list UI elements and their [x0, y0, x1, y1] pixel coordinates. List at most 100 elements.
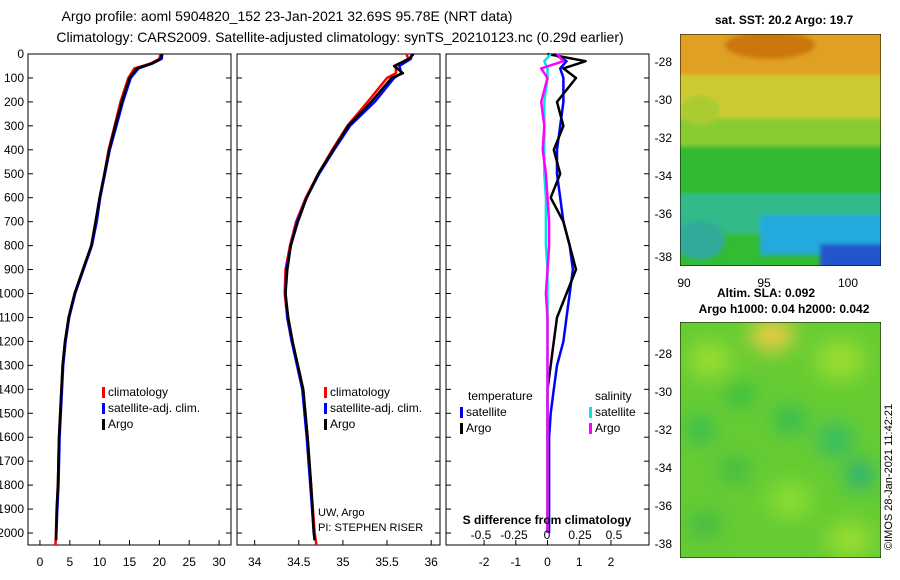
sla-blob-green-6 — [689, 510, 721, 540]
depth-label-1200: 1200 — [0, 334, 24, 348]
sal-xlabel-34.5: 34.5 — [287, 555, 311, 569]
sst-map — [680, 34, 881, 266]
imos-credit: ©IMOS 28-Jan-2021 11:42:21 — [883, 404, 895, 550]
diff-salinity-tick-4: 0.5 — [606, 528, 623, 542]
temp-legend-swatch-1 — [102, 403, 105, 414]
sal-legend-swatch-2 — [324, 419, 327, 430]
sla-blob-green-5 — [719, 455, 751, 485]
diff-xlabel--2: -2 — [479, 555, 490, 569]
sst-ylabel-30: -30 — [655, 93, 673, 107]
sla-ylabel-30: -30 — [655, 385, 673, 399]
temp-xlabel-20: 20 — [153, 555, 167, 569]
sal-legend-label-1: satellite-adj. clim. — [330, 401, 422, 415]
sal-xlabel-35.5: 35.5 — [375, 555, 399, 569]
sst-ylabel-32: -32 — [655, 131, 673, 145]
depth-label-1800: 1800 — [0, 478, 24, 492]
sst-xlabel-100: 100 — [838, 276, 858, 290]
depth-label-0: 0 — [17, 47, 24, 61]
sst-green-patch — [680, 95, 720, 125]
figure-title-line1: Argo profile: aoml 5904820_152 23-Jan-20… — [62, 8, 513, 24]
sla-blob-lime-1 — [688, 342, 732, 378]
sal-legend-label-0: climatology — [330, 385, 390, 399]
sst-ylabel-34: -34 — [655, 169, 673, 183]
depth-label-400: 400 — [4, 143, 24, 157]
temp-legend-label-2: Argo — [108, 417, 134, 431]
depth-label-300: 300 — [4, 119, 24, 133]
diff-xlabel--1: -1 — [510, 555, 521, 569]
diff-xlabel: S difference from climatology — [463, 513, 632, 527]
depth-label-1100: 1100 — [0, 310, 24, 324]
depth-label-1400: 1400 — [0, 382, 24, 396]
diff-legend-swatch-0 — [460, 407, 463, 418]
sla-blob-lime-4 — [828, 522, 872, 558]
sal-legend-label-2: Argo — [330, 417, 356, 431]
sla-ylabel-32: -32 — [655, 423, 673, 437]
depth-label-800: 800 — [4, 239, 24, 253]
sst-band-blue — [820, 244, 881, 266]
diff-legend-swatch-2 — [589, 407, 592, 418]
depth-label-500: 500 — [4, 167, 24, 181]
sla-blob-green-1 — [726, 383, 754, 407]
sst-map-title: sat. SST: 20.2 Argo: 19.7 — [715, 13, 854, 27]
temp-xlabel-0: 0 — [37, 555, 44, 569]
diff-legend-title-salinity: salinity — [595, 389, 632, 403]
depth-label-1000: 1000 — [0, 287, 24, 301]
temp-xlabel-5: 5 — [66, 555, 73, 569]
sst-ylabel-28: -28 — [655, 55, 673, 69]
depth-label-1700: 1700 — [0, 454, 24, 468]
sla-blob-yellow — [750, 322, 794, 351]
diff-salinity-tick-1: -0.25 — [500, 528, 528, 542]
depth-label-700: 700 — [4, 215, 24, 229]
temp-xlabel-30: 30 — [212, 555, 226, 569]
depth-label-1500: 1500 — [0, 406, 24, 420]
sst-band-green — [680, 146, 881, 196]
sla-ylabel-36: -36 — [655, 499, 673, 513]
diff-legend-swatch-3 — [589, 423, 592, 434]
temp-xlabel-10: 10 — [93, 555, 107, 569]
sst-band-light-green — [680, 118, 881, 148]
temp-series-argo — [54, 53, 163, 541]
sal-legend-swatch-1 — [324, 403, 327, 414]
diff-salinity-tick-3: 0.25 — [568, 528, 592, 542]
temp-xlabel-25: 25 — [183, 555, 197, 569]
depth-label-200: 200 — [4, 95, 24, 109]
sla-ylabel-34: -34 — [655, 461, 673, 475]
diff-legend-swatch-1 — [460, 423, 463, 434]
diff-salinity-tick-0: -0.5 — [471, 528, 492, 542]
sla-blob-lime-3 — [768, 482, 812, 518]
sst-xlabel-95: 95 — [757, 276, 771, 290]
diff-legend-label-0: satellite — [466, 405, 507, 419]
temp-legend-label-1: satellite-adj. clim. — [108, 401, 200, 415]
diff-xlabel-2: 2 — [608, 555, 615, 569]
depth-label-1600: 1600 — [0, 430, 24, 444]
temp-xlabel-15: 15 — [123, 555, 137, 569]
sal-xlabel-34: 34 — [248, 555, 262, 569]
sst-ylabel-38: -38 — [655, 250, 673, 264]
sst-ylabel-36: -36 — [655, 207, 673, 221]
diff-legend-label-2: satellite — [595, 405, 636, 419]
sal-xlabel-36: 36 — [424, 555, 438, 569]
sla-map-title-line1: Altim. SLA: 0.092 — [717, 286, 815, 300]
diff-legend-title-temperature: temperature — [468, 389, 533, 403]
sla-ylabel-28: -28 — [655, 347, 673, 361]
temp-legend-label-0: climatology — [108, 385, 168, 399]
sla-blob-green-3 — [774, 406, 806, 434]
depth-label-600: 600 — [4, 191, 24, 205]
diff-series-salinity-argo — [539, 53, 565, 533]
temp-legend-swatch-0 — [102, 387, 105, 398]
sla-blob-green-4 — [817, 424, 853, 456]
depth-label-900: 900 — [4, 263, 24, 277]
sla-blob-teal — [846, 462, 874, 488]
sla-map-title-line2: Argo h1000: 0.04 h2000: 0.042 — [699, 302, 870, 316]
sst-cool-patch — [680, 220, 725, 260]
diff-xlabel-1: 1 — [576, 555, 583, 569]
temp-legend-swatch-2 — [102, 419, 105, 430]
depth-label-1900: 1900 — [0, 502, 24, 516]
sal-xlabel-35: 35 — [336, 555, 350, 569]
diff-xlabel-0: 0 — [544, 555, 551, 569]
profile-plots: 0100200300400500600700800900100011001200… — [0, 47, 650, 569]
depth-label-100: 100 — [4, 71, 24, 85]
sla-blob-lime-2 — [815, 340, 865, 380]
sla-map — [680, 322, 881, 558]
sal-legend-swatch-0 — [324, 387, 327, 398]
